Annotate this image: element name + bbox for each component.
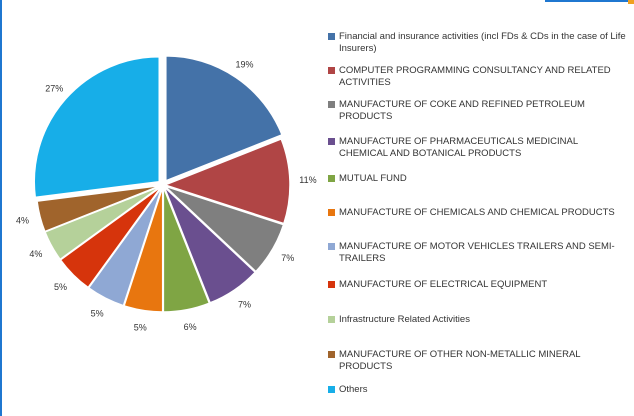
- legend-item: MANUFACTURE OF PHARMACEUTICALS MEDICINAL…: [328, 136, 628, 160]
- legend-label: Financial and insurance activities (incl…: [339, 31, 626, 54]
- legend-item: MANUFACTURE OF CHEMICALS AND CHEMICAL PR…: [328, 207, 628, 219]
- frame-corner: [628, 0, 634, 4]
- legend-item: MANUFACTURE OF ELECTRICAL EQUIPMENT: [328, 279, 628, 291]
- legend-label: Infrastructure Related Activities: [339, 314, 470, 325]
- legend-item: COMPUTER PROGRAMMING CONSULTANCY AND REL…: [328, 65, 628, 89]
- legend-item: MANUFACTURE OF COKE AND REFINED PETROLEU…: [328, 99, 628, 123]
- data-label: 5%: [134, 323, 147, 333]
- data-label: 5%: [91, 309, 104, 319]
- legend-label: Others: [339, 384, 368, 395]
- legend-item: MANUFACTURE OF MOTOR VEHICLES TRAILERS A…: [328, 241, 628, 265]
- legend-item: Infrastructure Related Activities: [328, 314, 628, 326]
- legend-label: MANUFACTURE OF MOTOR VEHICLES TRAILERS A…: [339, 241, 615, 264]
- legend-label: MANUFACTURE OF CHEMICALS AND CHEMICAL PR…: [339, 207, 615, 218]
- legend-label: MANUFACTURE OF COKE AND REFINED PETROLEU…: [339, 99, 585, 122]
- data-label: 7%: [281, 253, 294, 263]
- legend-label: MANUFACTURE OF OTHER NON-METALLIC MINERA…: [339, 349, 581, 372]
- legend-swatch: [328, 386, 335, 393]
- data-label: 7%: [238, 299, 251, 309]
- legend-label: COMPUTER PROGRAMMING CONSULTANCY AND REL…: [339, 65, 611, 88]
- legend-swatch: [328, 101, 335, 108]
- legend-swatch: [328, 351, 335, 358]
- legend-label: MANUFACTURE OF PHARMACEUTICALS MEDICINAL…: [339, 136, 578, 159]
- legend-swatch: [328, 209, 335, 216]
- legend-swatch: [328, 33, 335, 40]
- legend-swatch: [328, 175, 335, 182]
- legend-swatch: [328, 67, 335, 74]
- data-label: 6%: [184, 322, 197, 332]
- legend-swatch: [328, 243, 335, 250]
- legend-label: MUTUAL FUND: [339, 173, 407, 184]
- data-label: 4%: [29, 249, 42, 259]
- pie-slice: [164, 185, 285, 273]
- data-label: 5%: [54, 282, 67, 292]
- legend-swatch: [328, 316, 335, 323]
- legend-swatch: [328, 281, 335, 288]
- legend-item: Others: [328, 384, 628, 396]
- legend-item: Financial and insurance activities (incl…: [328, 31, 628, 55]
- pie-slice: [165, 55, 284, 182]
- data-label: 11%: [299, 175, 316, 185]
- pie-slice: [162, 137, 291, 225]
- pie-slice: [36, 184, 162, 233]
- pie-slice: [163, 186, 257, 304]
- data-label: 27%: [45, 83, 63, 93]
- data-label: 4%: [16, 215, 29, 225]
- legend-swatch: [328, 138, 335, 145]
- legend-label: MANUFACTURE OF ELECTRICAL EQUIPMENT: [339, 279, 548, 290]
- data-label: 19%: [235, 59, 253, 69]
- legend-item: MUTUAL FUND: [328, 173, 628, 185]
- legend-item: MANUFACTURE OF OTHER NON-METALLIC MINERA…: [328, 349, 628, 373]
- pie-slice: [33, 55, 160, 199]
